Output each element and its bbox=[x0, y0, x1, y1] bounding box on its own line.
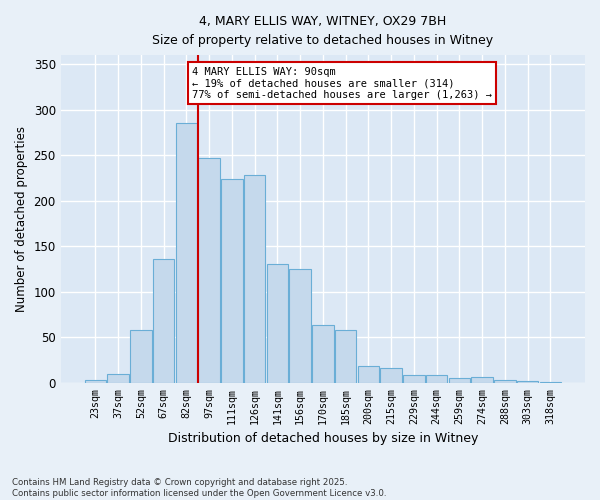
Text: Contains HM Land Registry data © Crown copyright and database right 2025.
Contai: Contains HM Land Registry data © Crown c… bbox=[12, 478, 386, 498]
Bar bbox=[266, 264, 288, 383]
Title: 4, MARY ELLIS WAY, WITNEY, OX29 7BH
Size of property relative to detached houses: 4, MARY ELLIS WAY, WITNEY, OX29 7BH Size… bbox=[152, 15, 493, 47]
Bar bbox=[449, 378, 470, 383]
Bar bbox=[85, 380, 106, 383]
X-axis label: Distribution of detached houses by size in Witney: Distribution of detached houses by size … bbox=[167, 432, 478, 445]
Bar bbox=[153, 259, 175, 383]
Bar bbox=[335, 330, 356, 383]
Bar bbox=[176, 124, 197, 383]
Bar bbox=[198, 158, 220, 383]
Bar bbox=[426, 374, 448, 383]
Bar bbox=[471, 378, 493, 383]
Bar bbox=[312, 326, 334, 383]
Y-axis label: Number of detached properties: Number of detached properties bbox=[15, 126, 28, 312]
Text: 4 MARY ELLIS WAY: 90sqm
← 19% of detached houses are smaller (314)
77% of semi-d: 4 MARY ELLIS WAY: 90sqm ← 19% of detache… bbox=[192, 66, 492, 100]
Bar bbox=[130, 330, 152, 383]
Bar bbox=[221, 179, 242, 383]
Bar bbox=[380, 368, 402, 383]
Bar bbox=[244, 176, 265, 383]
Bar bbox=[403, 374, 425, 383]
Bar bbox=[517, 381, 538, 383]
Bar bbox=[289, 269, 311, 383]
Bar bbox=[107, 374, 129, 383]
Bar bbox=[358, 366, 379, 383]
Bar bbox=[539, 382, 561, 383]
Bar bbox=[494, 380, 515, 383]
